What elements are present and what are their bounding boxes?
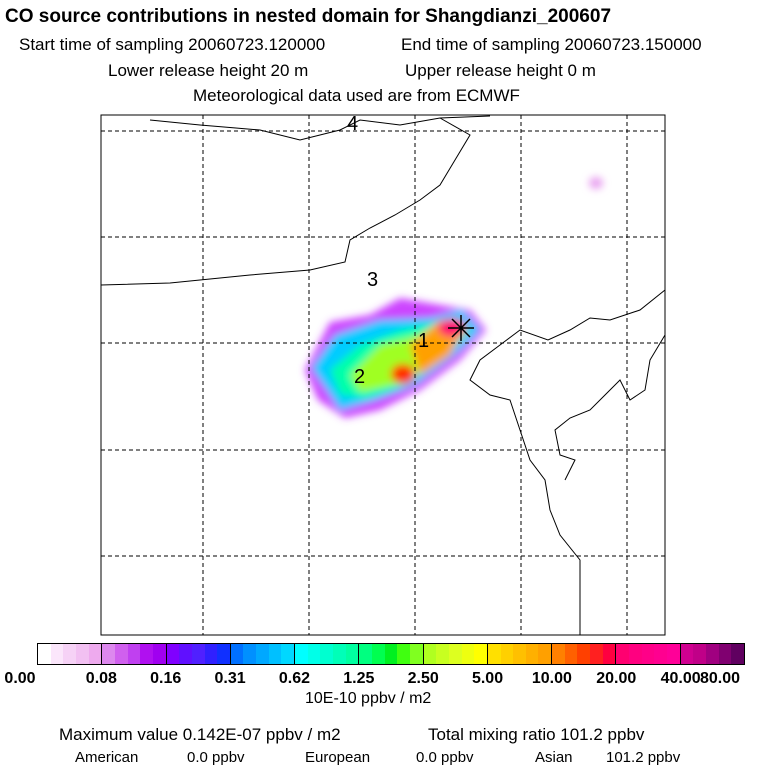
colorbar-segment bbox=[423, 644, 488, 664]
lower-height: Lower release height 20 m bbox=[108, 61, 309, 80]
borders bbox=[100, 115, 666, 635]
american-value: 0.0 ppbv bbox=[187, 749, 245, 766]
colorbar-segment bbox=[552, 644, 617, 664]
region-label-1: 1 bbox=[418, 330, 429, 352]
colorbar-tick: 0.08 bbox=[85, 670, 117, 687]
colorbar-segment bbox=[487, 644, 553, 664]
colorbar-unit: 10E-10 ppbv / m2 bbox=[305, 690, 432, 707]
colorbar-segment bbox=[230, 644, 296, 664]
met-data: Meteorological data used are from ECMWF bbox=[193, 86, 520, 105]
colorbar-tick: 0.62 bbox=[278, 670, 311, 687]
total-mixing-ratio: Total mixing ratio 101.2 ppbv bbox=[428, 725, 645, 744]
max-value: Maximum value 0.142E-07 ppbv / m2 bbox=[59, 725, 341, 744]
map-frame bbox=[100, 114, 666, 636]
colorbar-segment bbox=[166, 644, 231, 664]
colorbar-segment bbox=[295, 644, 360, 664]
region-label-4: 4 bbox=[347, 113, 358, 135]
colorbar-segment bbox=[616, 644, 681, 664]
colorbar-tick: 2.50 bbox=[407, 670, 439, 687]
source-marker-icon bbox=[448, 315, 474, 341]
colorbar-segment bbox=[680, 644, 744, 664]
colorbar-segment bbox=[102, 644, 167, 664]
upper-height: Upper release height 0 m bbox=[405, 61, 596, 80]
plume bbox=[305, 177, 603, 418]
colorbar-tick: 80.00 bbox=[699, 670, 741, 687]
colorbar-segment bbox=[38, 644, 103, 664]
start-time: Start time of sampling 20060723.120000 bbox=[19, 35, 326, 54]
colorbar bbox=[37, 643, 745, 665]
asian-label: Asian bbox=[535, 749, 573, 766]
map-plot: 1 2 3 4 bbox=[100, 113, 666, 636]
grid-lines bbox=[101, 115, 665, 635]
european-value: 0.0 ppbv bbox=[416, 749, 474, 766]
chart-title: CO source contributions in nested domain… bbox=[5, 6, 612, 27]
colorbar-tick: 10.00 bbox=[531, 670, 572, 687]
european-label: European bbox=[305, 749, 371, 766]
region-label-3: 3 bbox=[367, 269, 378, 291]
region-labels: 1 2 3 4 bbox=[347, 113, 429, 388]
colorbar-tick: 1.25 bbox=[343, 670, 375, 687]
colorbar-segment bbox=[359, 644, 424, 664]
colorbar-tick: 0.31 bbox=[214, 670, 246, 687]
colorbar-tick: 0.00 bbox=[4, 670, 36, 687]
colorbar-tick: 40.00 bbox=[660, 670, 701, 687]
colorbar-tick: 0.16 bbox=[150, 670, 182, 687]
end-time: End time of sampling 20060723.150000 bbox=[401, 35, 702, 54]
colorbar-tick: 5.00 bbox=[471, 670, 504, 687]
colorbar-tick: 20.00 bbox=[596, 670, 637, 687]
asian-value: 101.2 ppbv bbox=[606, 749, 681, 766]
region-label-2: 2 bbox=[354, 366, 365, 388]
american-label: American bbox=[75, 749, 139, 766]
